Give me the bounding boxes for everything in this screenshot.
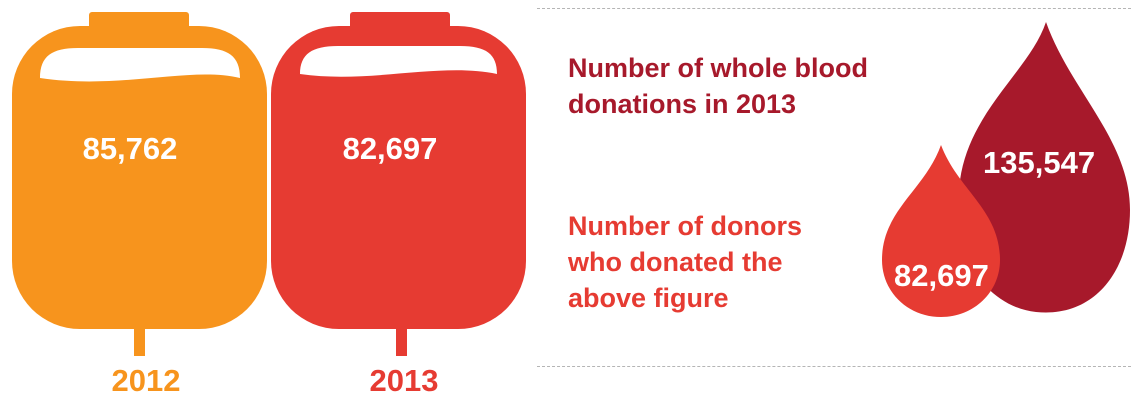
top-divider	[537, 8, 1131, 9]
donations-drop-value: 135,547	[983, 145, 1096, 180]
bottom-divider	[537, 366, 1131, 367]
blood-bag-2013-icon	[271, 12, 526, 356]
bag-2012-year: 2012	[111, 363, 181, 398]
bag-2012-value: 85,762	[82, 131, 178, 166]
large-blood-drop-icon	[956, 22, 1130, 313]
donations-heading: Number of whole blood donations in 2013	[568, 53, 868, 119]
blood-bag-2012-icon	[12, 12, 267, 356]
bag-2013-value: 82,697	[342, 131, 438, 166]
small-blood-drop-icon	[882, 145, 1000, 317]
donors-drop-value: 82,697	[894, 258, 989, 293]
bag-2013-year: 2013	[369, 363, 439, 398]
donors-heading: Number of donors who donated the above f…	[568, 211, 802, 313]
